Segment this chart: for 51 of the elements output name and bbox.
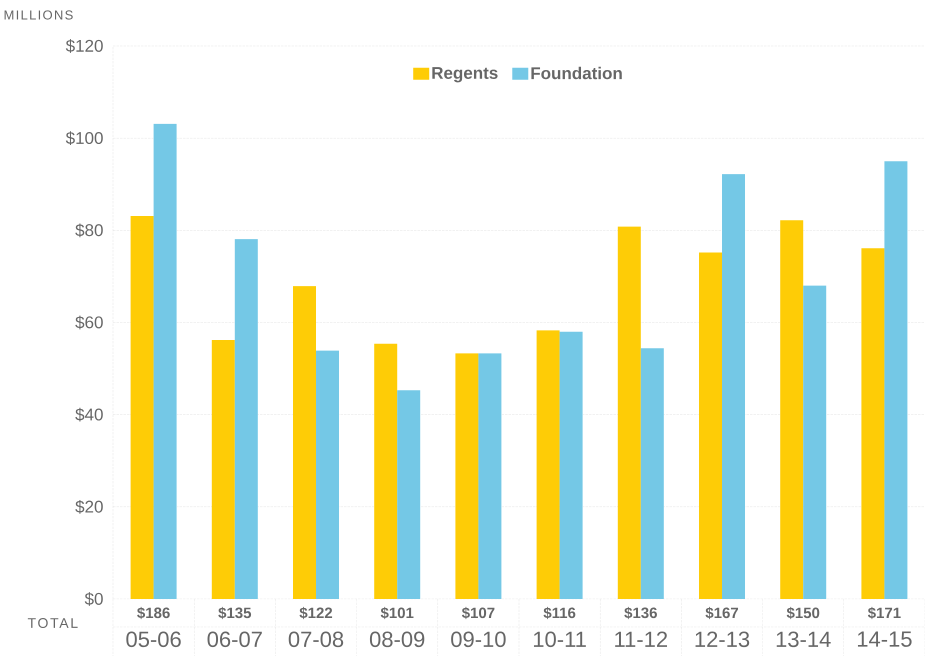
bar [130, 216, 154, 599]
total-label: $135 [218, 606, 252, 620]
total-label: $107 [462, 606, 494, 620]
bar [803, 286, 826, 599]
x-tick-label: 14-15 [858, 632, 912, 647]
y-tick-label: $100 [66, 131, 103, 146]
bar [699, 252, 722, 599]
bar [154, 124, 177, 599]
bar [560, 332, 583, 599]
x-tick-label: 12-13 [696, 632, 750, 648]
text: TOTAL [28, 618, 78, 628]
legend-label: Foundation [531, 66, 622, 80]
x-tick-label: 05-06 [126, 632, 181, 648]
bar [374, 344, 398, 599]
total-label: $167 [706, 606, 738, 620]
x-tick-label: 07-08 [288, 632, 344, 648]
bar [293, 286, 316, 599]
x-tick-label: 10-11 [534, 632, 586, 648]
bar [618, 226, 641, 599]
total-label: $116 [544, 606, 576, 620]
y-tick-label: $20 [75, 500, 103, 514]
x-tick-label: 09-10 [451, 632, 506, 648]
y-axis-title: MILLIONS [4, 10, 73, 20]
bar [640, 348, 664, 599]
bar [316, 350, 340, 599]
bar [780, 220, 804, 599]
y-tick-label: $40 [75, 408, 103, 422]
x-tick-label: 06-07 [208, 632, 262, 648]
total-label: $150 [786, 606, 820, 620]
bar [455, 353, 478, 599]
total-label: $101 [380, 606, 414, 620]
x-tick-label: 13-14 [776, 632, 831, 648]
total-label: $186 [137, 606, 170, 620]
total-label: $136 [624, 606, 657, 620]
total-label: $171 [868, 606, 901, 620]
bar [536, 330, 560, 599]
y-tick-label: $80 [75, 223, 103, 238]
bar [884, 161, 908, 599]
y-tick-label: $60 [75, 316, 103, 330]
y-tick-label: $0 [84, 592, 103, 606]
legend-label: Regents [432, 67, 498, 82]
x-tick-label: 11-12 [615, 632, 668, 647]
y-tick-label: $120 [66, 39, 103, 53]
bar [861, 248, 884, 599]
bar [478, 353, 502, 599]
x-tick-label: 08-09 [370, 632, 424, 648]
bar [722, 174, 746, 599]
bar [234, 239, 258, 599]
total-label: $122 [300, 606, 332, 620]
bar [212, 340, 235, 599]
bar [397, 390, 420, 599]
